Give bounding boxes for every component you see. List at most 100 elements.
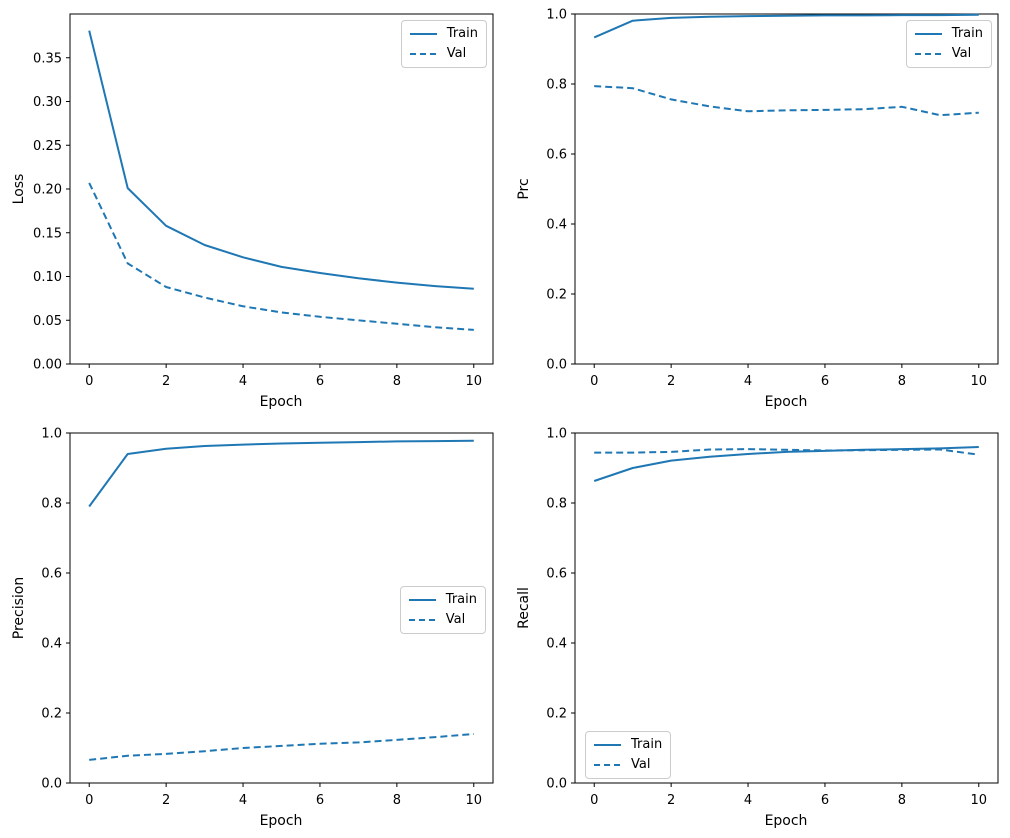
precision-plot-canvas: 0 2 4 6 8 10 0.0 0.2 0.4 0.6 0.8 1.0	[41, 427, 494, 808]
legend: Train Val	[400, 20, 487, 68]
y-tick-label: 0.0	[546, 358, 567, 373]
legend-entry-val: Val	[594, 757, 662, 773]
x-tick-label: 8	[898, 374, 906, 389]
val-series-line	[594, 85, 979, 117]
y-axis-label: Loss	[11, 173, 27, 205]
y-tick-label: 0.35	[33, 51, 62, 66]
plot-border	[574, 432, 999, 784]
x-tick-label: 6	[316, 374, 324, 389]
x-tick-label: 2	[667, 374, 675, 389]
y-tick-label: 1.0	[546, 8, 567, 23]
val-line-sample-icon	[408, 619, 436, 621]
loss-plot-canvas: 0 2 4 6 8 10 0.00 0.05 0.10 0.15 0.20 0.25 0.30 0.35	[33, 13, 494, 389]
y-tick-label: 0.0	[41, 777, 62, 792]
subplot-loss: 0 2 4 6 8 10 0.00 0.05 0.10 0.15 0.20 0.25 0.30 0.35 …	[0, 0, 505, 419]
y-tick-label: 1.0	[546, 427, 567, 442]
legend: Train Val	[905, 20, 992, 68]
legend: Train Val	[585, 731, 672, 779]
x-tick-label: 6	[316, 793, 324, 808]
y-tick-label: 0.0	[546, 777, 567, 792]
train-series-line	[88, 30, 474, 290]
y-tick-label: 1.0	[41, 427, 62, 442]
train-line-sample-icon	[409, 33, 437, 35]
x-tick-label: 8	[393, 374, 401, 389]
x-axis-label: Epoch	[259, 813, 303, 829]
legend-label-train: Train	[445, 592, 477, 607]
y-tick-label: 0.6	[546, 148, 567, 163]
recall-plot-canvas: 0 2 4 6 8 10 0.0 0.2 0.4 0.6 0.8 1.0	[546, 427, 999, 808]
legend-label-train: Train	[631, 737, 663, 752]
x-axis-label: Epoch	[764, 394, 808, 410]
val-line-sample-icon	[914, 53, 942, 55]
x-tick-label: 10	[465, 793, 482, 808]
y-tick-label: 0.8	[546, 78, 567, 93]
train-series-line	[593, 13, 979, 39]
x-tick-label: 4	[744, 374, 752, 389]
y-tick-label: 0.20	[33, 183, 62, 198]
y-tick-label: 0.25	[33, 139, 62, 154]
val-series-line	[89, 733, 474, 761]
y-tick-label: 0.2	[546, 288, 567, 303]
legend-entry-val: Val	[409, 46, 478, 62]
x-tick-label: 0	[85, 793, 93, 808]
legend: Train Val	[399, 586, 486, 634]
val-line-sample-icon	[594, 764, 621, 766]
x-tick-label: 8	[393, 793, 401, 808]
legend-label-val: Val	[446, 46, 467, 61]
x-tick-label: 4	[239, 793, 247, 808]
y-tick-label: 0.10	[33, 270, 62, 285]
plot-border	[69, 432, 494, 784]
y-axis-label: Prc	[516, 178, 532, 200]
legend-label-train: Train	[951, 26, 983, 41]
x-axis-label: Epoch	[259, 394, 303, 410]
y-tick-label: 0.6	[546, 567, 567, 582]
x-tick-label: 10	[465, 374, 482, 389]
plot-border	[574, 13, 999, 365]
x-tick-label: 4	[239, 374, 247, 389]
legend-label-val: Val	[445, 612, 466, 627]
y-axis-label: Recall	[516, 587, 532, 629]
y-tick-label: 0.2	[41, 707, 62, 722]
x-tick-label: 8	[898, 793, 906, 808]
x-axis-label: Epoch	[764, 813, 808, 829]
legend-entry-val: Val	[914, 46, 983, 62]
x-tick-label: 0	[85, 374, 93, 389]
y-tick-label: 0.05	[33, 314, 62, 329]
y-tick-label: 0.15	[33, 226, 62, 241]
train-line-sample-icon	[408, 599, 436, 601]
x-tick-label: 2	[667, 793, 675, 808]
y-tick-label: 0.2	[546, 707, 567, 722]
y-tick-label: 0.00	[33, 358, 62, 373]
y-tick-label: 0.6	[41, 567, 62, 582]
x-tick-label: 6	[821, 374, 829, 389]
x-tick-label: 4	[744, 793, 752, 808]
legend-entry-train: Train	[409, 26, 478, 42]
val-series-line	[88, 182, 474, 331]
legend-entry-train: Train	[408, 592, 477, 608]
x-tick-label: 6	[821, 793, 829, 808]
x-tick-label: 2	[162, 793, 170, 808]
legend-entry-train: Train	[594, 737, 662, 753]
legend-entry-val: Val	[408, 612, 477, 628]
x-tick-label: 10	[970, 374, 987, 389]
legend-label-train: Train	[446, 26, 478, 41]
train-series-line	[88, 439, 474, 508]
y-tick-label: 0.8	[546, 497, 567, 512]
train-line-sample-icon	[914, 33, 942, 35]
subplot-recall: 0 2 4 6 8 10 0.0 0.2 0.4 0.6 0.8 1.0 Recall Epoch T…	[505, 419, 1010, 838]
val-series-line	[594, 448, 979, 456]
x-tick-label: 0	[590, 374, 598, 389]
legend-entry-train: Train	[914, 26, 983, 42]
x-tick-label: 10	[970, 793, 987, 808]
y-axis-label: Precision	[11, 576, 27, 640]
x-tick-label: 0	[590, 793, 598, 808]
prc-plot-canvas: 0 2 4 6 8 10 0.0 0.2 0.4 0.6 0.8 1.0	[546, 8, 999, 389]
legend-label-val: Val	[631, 757, 651, 772]
subplot-prc: 0 2 4 6 8 10 0.0 0.2 0.4 0.6 0.8 1.0 Prc Epoch Trai…	[505, 0, 1010, 419]
y-tick-label: 0.8	[41, 497, 62, 512]
subplot-precision: 0 2 4 6 8 10 0.0 0.2 0.4 0.6 0.8 1.0 Precision Epoc…	[0, 419, 505, 838]
y-tick-label: 0.4	[546, 637, 567, 652]
y-tick-label: 0.30	[33, 95, 62, 110]
legend-label-val: Val	[951, 46, 972, 61]
